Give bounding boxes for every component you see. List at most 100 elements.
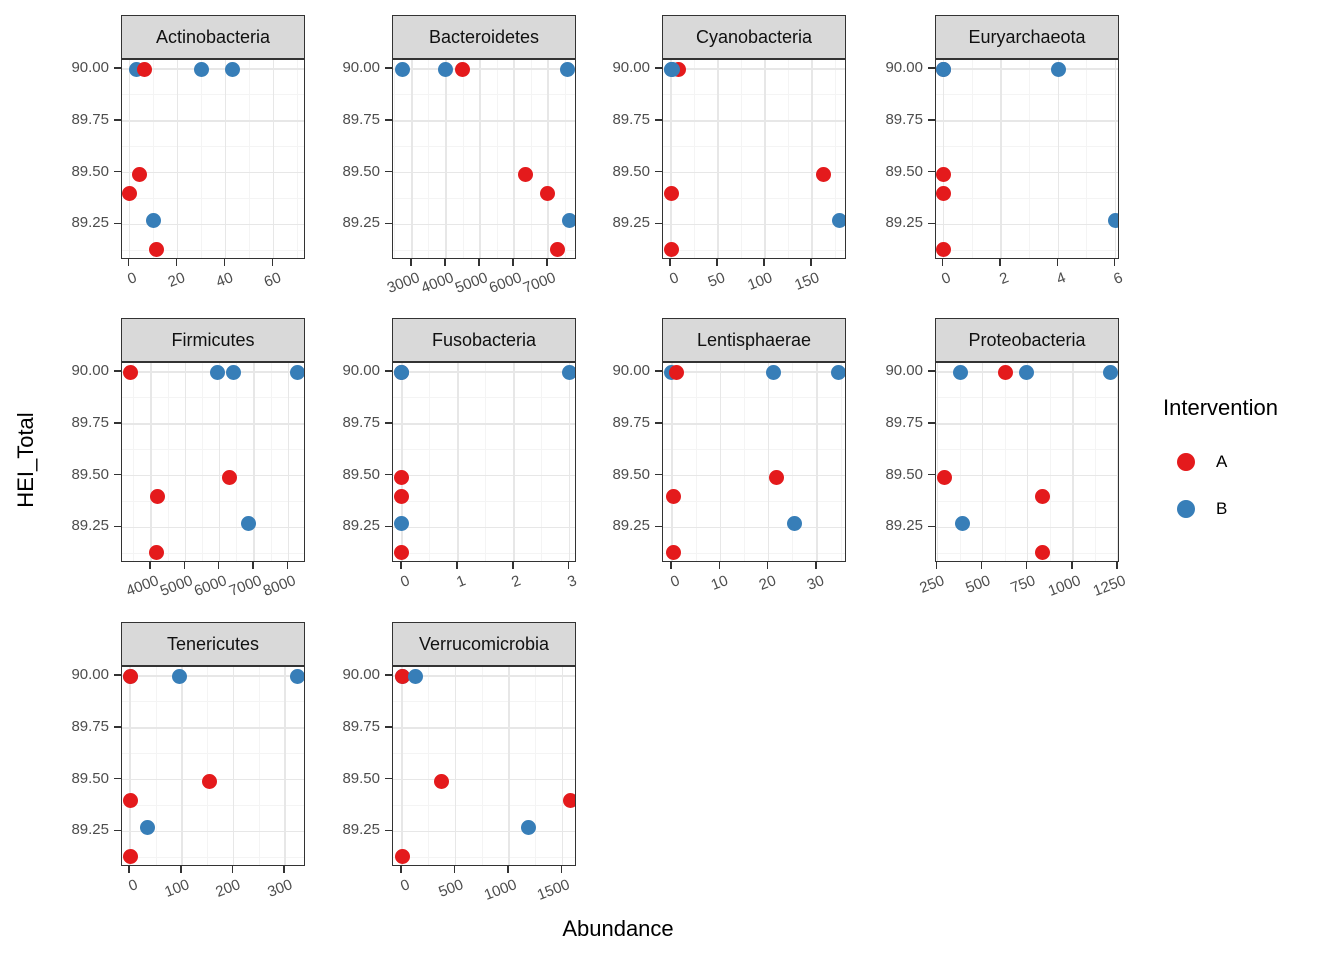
gridline-minor [122, 856, 304, 858]
data-point-b [1019, 364, 1035, 380]
data-point-a [1034, 544, 1050, 560]
x-tick-mark [1116, 562, 1118, 569]
gridline-major [816, 363, 818, 561]
y-tick-label: 90.00 [71, 666, 109, 684]
gridline-major [224, 60, 227, 258]
x-tick-mark [223, 259, 226, 266]
x-tick-label: 200 [213, 876, 244, 901]
gridline-minor [936, 94, 1118, 96]
data-point-a [122, 792, 138, 808]
gridline-minor [1049, 363, 1051, 561]
x-tick-mark [128, 866, 130, 873]
x-tick-mark [175, 259, 178, 266]
x-tick-mark [512, 562, 514, 569]
gridline-minor [122, 397, 304, 399]
data-point-b [831, 212, 845, 228]
x-tick-label: 40 [213, 269, 236, 291]
x-tick-label: 5000 [452, 269, 490, 297]
x-tick-mark [478, 259, 480, 266]
plot-panel [121, 362, 305, 562]
gridline-minor [270, 363, 272, 561]
y-tick-mark [114, 674, 121, 676]
facet-title: Euryarchaeota [935, 15, 1119, 59]
data-point-a [669, 364, 685, 380]
y-tick-mark [114, 473, 121, 476]
data-point-a [539, 185, 555, 201]
x-tick-mark [444, 259, 446, 266]
data-point-a [563, 792, 575, 808]
y-tick-mark [385, 829, 392, 832]
x-tick-mark [231, 866, 234, 873]
x-tick-label: 10 [708, 572, 731, 594]
y-tick-label: 89.25 [342, 517, 380, 535]
data-point-b [172, 668, 188, 684]
y-tick-label: 90.00 [342, 362, 380, 380]
gridline-minor [663, 501, 845, 502]
gridline-major [1026, 363, 1029, 561]
data-point-b [562, 364, 575, 380]
gridline-minor [971, 60, 973, 258]
gridline-major [122, 171, 304, 174]
gridline-major [411, 60, 413, 258]
gridline-minor [393, 249, 575, 251]
y-tick-label: 89.75 [885, 110, 923, 128]
gridline-major [1072, 363, 1074, 561]
gridline-major [128, 60, 131, 258]
plot-panel [935, 59, 1119, 259]
gridline-minor [122, 249, 304, 251]
gridline-major [942, 60, 945, 258]
data-point-a [394, 544, 410, 560]
y-tick-mark [385, 726, 392, 728]
gridline-minor [296, 60, 298, 258]
x-tick-label: 7000 [520, 269, 558, 297]
gridline-minor [393, 146, 575, 148]
gridline-minor [694, 60, 696, 258]
x-tick-mark [149, 562, 151, 569]
data-point-a [665, 544, 681, 560]
data-point-b [1103, 364, 1118, 380]
gridline-major [184, 363, 187, 561]
x-tick-label: 300 [265, 876, 295, 901]
gridline-major [253, 363, 255, 561]
gridline-major [454, 667, 457, 865]
gridline-minor [153, 60, 155, 258]
gridline-major [547, 60, 549, 258]
facet-lentisphaerae: Lentisphaerae 90.00 89.75 89.50 89.25 0 10 20 30 [594, 318, 846, 633]
gridline-minor [462, 60, 464, 258]
facet-title: Firmicutes [121, 318, 305, 362]
y-tick-mark [385, 473, 392, 476]
y-tick-label: 89.25 [885, 517, 923, 535]
facet-firmicutes: Firmicutes 90.00 89.75 89.50 89.25 4000 5000 60… [53, 318, 305, 633]
gridline-minor [840, 363, 842, 561]
x-tick-mark [507, 866, 509, 873]
y-tick-label: 89.25 [612, 214, 650, 232]
gridline-minor [788, 60, 790, 258]
y-tick-label: 90.00 [71, 362, 109, 380]
gridline-major [122, 423, 304, 425]
x-tick-mark [456, 562, 458, 569]
gridline-minor [835, 60, 837, 258]
y-tick-label: 89.75 [71, 110, 109, 128]
y-tick-label: 89.50 [71, 465, 109, 483]
data-point-a [122, 364, 138, 380]
x-tick-mark [546, 259, 548, 266]
gridline-minor [663, 198, 845, 199]
plot-panel [392, 362, 576, 562]
x-tick-mark [980, 562, 983, 569]
gridline-minor [564, 60, 566, 258]
facet-proteobacteria: Proteobacteria 90.00 89.75 89.50 89.25 250 500… [867, 318, 1128, 633]
legend-entry-a: A [1163, 438, 1278, 485]
gridline-minor [541, 363, 543, 561]
data-point-b [394, 515, 410, 531]
y-tick-label: 89.75 [342, 717, 380, 735]
data-point-b [953, 364, 969, 380]
data-point-b [955, 515, 971, 531]
data-point-b [289, 668, 304, 684]
gridline-major [568, 363, 571, 561]
y-tick-mark [655, 67, 662, 69]
facet-title: Proteobacteria [935, 318, 1119, 362]
x-tick-label: 6 [1111, 269, 1126, 288]
x-tick-mark [669, 259, 671, 266]
gridline-minor [663, 94, 845, 96]
gridline-minor [122, 501, 304, 502]
